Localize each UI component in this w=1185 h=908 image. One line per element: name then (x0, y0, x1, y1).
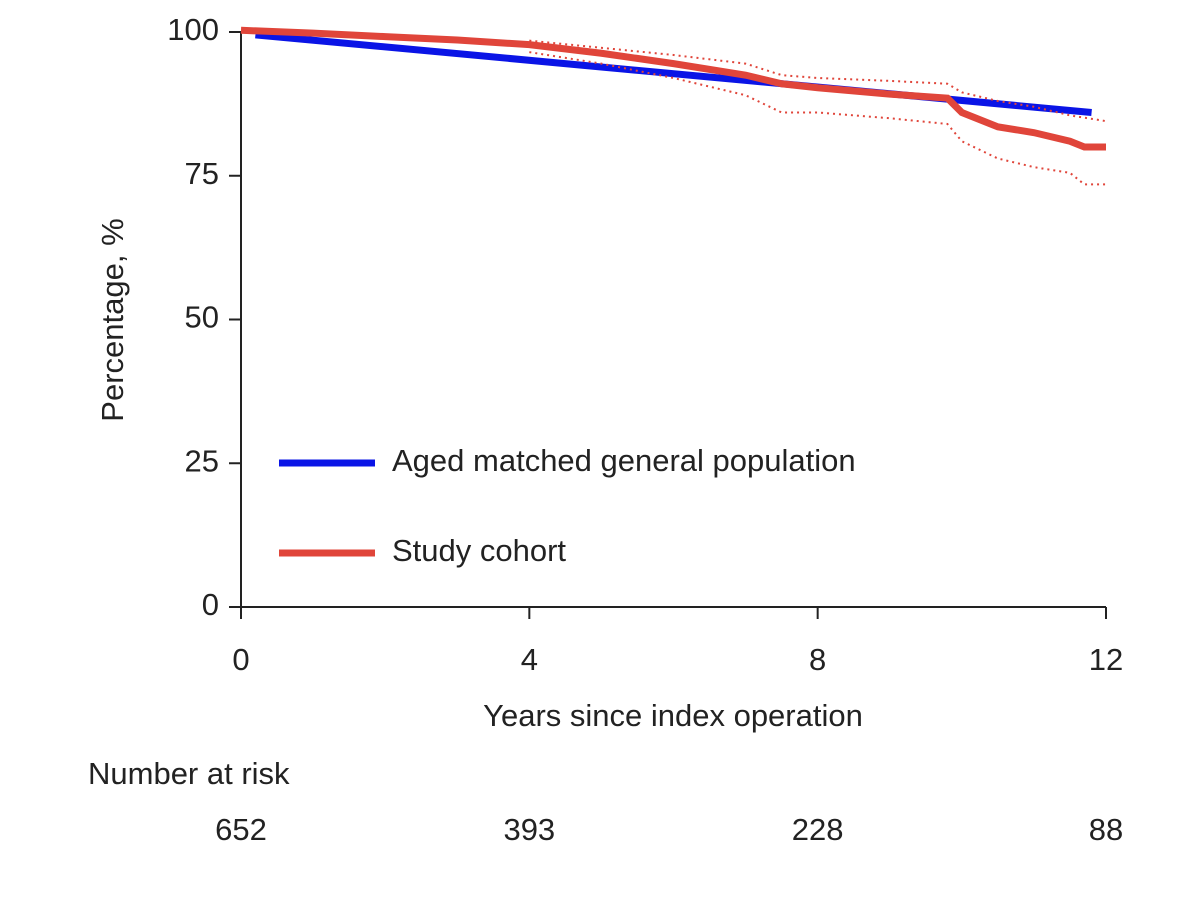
y-axis-label: Percentage, % (95, 218, 130, 421)
legend-label: Study cohort (392, 533, 566, 568)
legend-label: Aged matched general population (392, 443, 856, 478)
y-tick-label: 0 (202, 587, 219, 622)
y-tick-label: 25 (185, 443, 219, 478)
x-tick-label: 0 (232, 642, 249, 677)
confidence-line (529, 39, 1107, 123)
risk-count: 88 (1089, 812, 1123, 847)
x-tick-label: 12 (1089, 642, 1123, 677)
survival-line (255, 31, 1092, 116)
risk-count: 228 (792, 812, 844, 847)
survival-line (240, 26, 1106, 151)
x-tick-label: 4 (521, 642, 538, 677)
risk-table-title: Number at risk (88, 756, 290, 791)
y-tick-label: 75 (185, 156, 219, 191)
x-axis-label: Years since index operation (483, 698, 863, 733)
y-tick-label: 100 (167, 12, 219, 47)
y-tick-label: 50 (185, 300, 219, 335)
x-tick-label: 8 (809, 642, 826, 677)
risk-count: 393 (503, 812, 555, 847)
confidence-line (529, 51, 1106, 186)
risk-count: 652 (215, 812, 267, 847)
